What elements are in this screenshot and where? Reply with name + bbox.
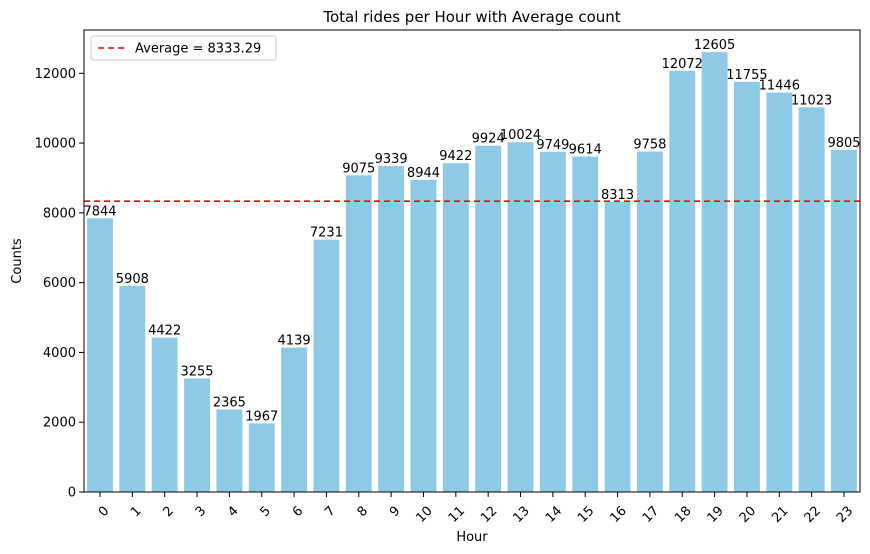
x-tick-label-23: 23	[834, 504, 856, 526]
y-tick-label-6000: 6000	[43, 276, 76, 291]
bar-value-label-hour-15: 9614	[569, 143, 602, 158]
bar-value-label-hour-4: 2365	[213, 395, 246, 410]
bar-value-label-hour-19: 12605	[694, 38, 735, 53]
bar-hour-3	[184, 378, 210, 492]
bar-hour-10	[410, 179, 437, 492]
bar-hour-15	[572, 156, 599, 492]
bar-hour-4	[216, 409, 243, 492]
x-tick-label-4: 4	[225, 504, 241, 520]
x-tick-label-0: 0	[96, 504, 112, 520]
bar-hour-9	[378, 166, 405, 493]
x-tick-label-1: 1	[128, 504, 144, 520]
x-tick-label-18: 18	[672, 504, 694, 526]
bar-hour-17	[636, 151, 663, 492]
x-tick-label-7: 7	[322, 504, 338, 520]
bar-hour-2	[151, 337, 178, 492]
bar-hour-5	[248, 423, 275, 492]
bars-group	[87, 52, 857, 493]
bar-hour-6	[281, 347, 308, 492]
x-tick-label-15: 15	[575, 504, 597, 526]
y-tick-label-8000: 8000	[43, 206, 76, 221]
bar-value-label-hour-3: 3255	[180, 364, 213, 379]
bar-value-label-hour-1: 5908	[116, 272, 149, 287]
x-tick-label-12: 12	[478, 504, 500, 526]
bar-value-label-hour-6: 4139	[278, 334, 311, 349]
x-axis: 0 1 2 3 4 5 6 7 8 9 10 11 12 13 14 15 16 17 18 19 20 21 22 23	[96, 492, 856, 526]
bar-hour-13	[507, 142, 534, 492]
x-tick-label-2: 2	[160, 504, 176, 520]
bar-hour-0	[87, 218, 113, 492]
bar-value-label-hour-0: 7844	[83, 204, 116, 219]
bar-value-label-hour-20: 11755	[726, 68, 767, 83]
bar-value-label-hour-14: 9749	[536, 138, 569, 153]
x-tick-label-16: 16	[608, 504, 630, 526]
bar-value-label-hour-16: 8313	[601, 188, 634, 203]
bar-hour-16	[604, 201, 631, 492]
x-tick-label-10: 10	[413, 504, 435, 526]
x-tick-label-13: 13	[510, 504, 532, 526]
bar-value-label-hour-11: 9422	[439, 149, 472, 164]
bar-hour-11	[442, 163, 469, 492]
x-tick-label-21: 21	[769, 504, 791, 526]
bar-hour-22	[798, 107, 825, 493]
bar-hour-23	[831, 149, 857, 492]
bar-hour-7	[313, 239, 340, 492]
bar-hour-20	[734, 81, 760, 492]
x-tick-label-17: 17	[640, 504, 662, 526]
x-tick-label-14: 14	[543, 504, 565, 526]
bar-value-label-hour-7: 7231	[310, 226, 343, 241]
x-axis-title: Hour	[456, 530, 488, 545]
y-tick-label-0: 0	[68, 486, 76, 501]
x-tick-label-9: 9	[387, 504, 403, 520]
plot-frame	[83, 29, 861, 493]
y-axis: 0 2000 4000 6000 8000 10000 12000	[35, 67, 84, 501]
bar-value-label-hour-10: 8944	[407, 166, 440, 181]
bar-value-label-hour-13: 10024	[500, 128, 541, 143]
y-tick-label-12000: 12000	[35, 67, 76, 82]
bar-hour-12	[475, 145, 502, 493]
x-tick-label-6: 6	[290, 504, 306, 520]
bar-value-label-hour-9: 9339	[375, 152, 408, 167]
y-tick-label-2000: 2000	[43, 416, 76, 431]
chart-title: Total rides per Hour with Average count	[322, 8, 620, 26]
legend-box	[90, 35, 277, 61]
x-tick-label-5: 5	[258, 504, 274, 520]
x-tick-label-11: 11	[446, 504, 468, 526]
y-axis-title: Counts	[10, 238, 25, 284]
bar-value-label-hour-8: 9075	[342, 161, 375, 176]
x-tick-label-3: 3	[193, 504, 209, 520]
x-tick-label-8: 8	[355, 504, 371, 520]
y-tick-label-10000: 10000	[35, 137, 76, 152]
x-tick-label-20: 20	[737, 504, 759, 526]
bar-value-label-hour-17: 9758	[633, 138, 666, 153]
bar-value-label-hour-5: 1967	[245, 409, 278, 424]
bar-value-label-hour-22: 11023	[791, 93, 832, 108]
bar-value-label-hour-21: 11446	[759, 79, 800, 94]
y-tick-label-4000: 4000	[43, 346, 76, 361]
legend-label-average: Average = 8333.29	[135, 42, 261, 57]
bar-value-label-hour-12: 9924	[472, 132, 505, 147]
bar-value-label-hour-2: 4422	[148, 324, 181, 339]
bar-hour-18	[669, 70, 696, 492]
bar-hour-14	[539, 151, 566, 492]
bar-value-label-hour-23: 9805	[827, 136, 860, 151]
bar-value-label-hour-18: 12072	[662, 57, 703, 72]
bar-hour-19	[701, 52, 728, 492]
plot-area	[84, 30, 860, 492]
x-tick-label-22: 22	[802, 504, 824, 526]
bar-hour-1	[119, 285, 146, 492]
x-tick-label-19: 19	[705, 504, 727, 526]
legend: Average = 8333.29	[90, 35, 277, 61]
bar-hour-21	[766, 92, 793, 492]
bar-hour-8	[345, 175, 372, 492]
